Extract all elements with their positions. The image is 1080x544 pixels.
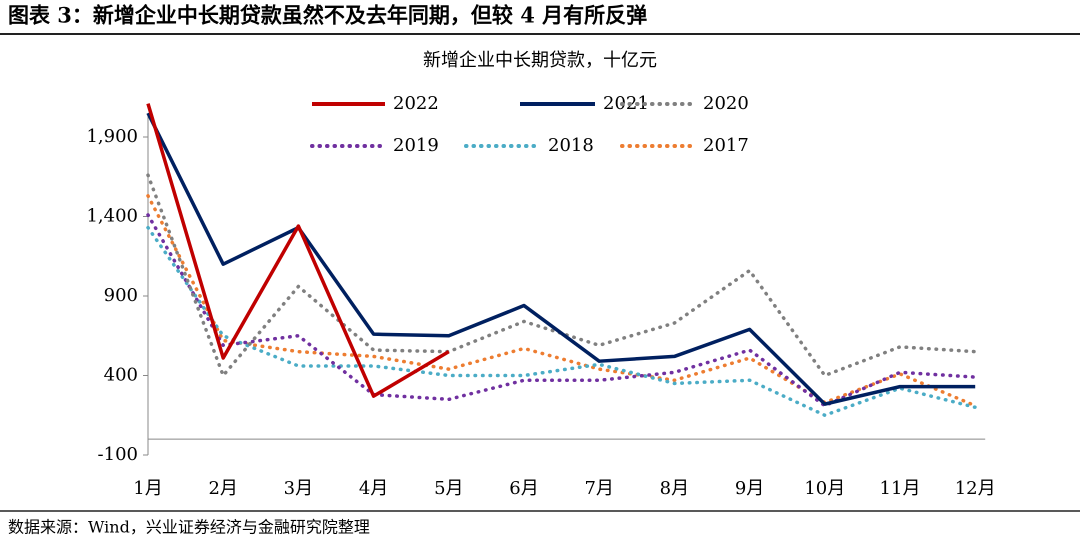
- x-tick-label: 3月: [284, 478, 313, 499]
- x-tick-label: 6月: [509, 478, 538, 499]
- header-title: 图表 3：新增企业中长期贷款虽然不及去年同期，但较 4 月有所反弹: [8, 3, 647, 28]
- series-line: [146, 194, 977, 408]
- y-tick-label: 900: [104, 285, 138, 306]
- x-tick-label: 10月: [804, 478, 845, 499]
- legend-label: 2017: [703, 135, 749, 156]
- x-tick-label: 8月: [660, 478, 689, 499]
- series-line: [146, 213, 977, 408]
- series-line: [146, 103, 450, 398]
- x-tick-label: 11月: [880, 478, 921, 499]
- legend-label: 2018: [548, 135, 594, 156]
- y-tick-label: 1,400: [86, 206, 138, 227]
- y-tick-label: 400: [104, 365, 138, 386]
- x-tick-label: 1月: [133, 478, 162, 499]
- y-tick-label: 1,900: [86, 126, 138, 147]
- legend-label: 2022: [393, 93, 439, 114]
- legend-label: 2021: [603, 93, 649, 114]
- x-tick-label: 4月: [359, 478, 388, 499]
- x-tick-label: 2月: [208, 478, 237, 499]
- series-line: [146, 225, 977, 417]
- legend-label: 2020: [703, 93, 749, 114]
- source: 数据来源：Wind，兴业证券经济与金融研究院整理: [8, 518, 370, 537]
- y-tick-label: -100: [98, 444, 138, 465]
- legend-label: 2019: [393, 135, 439, 156]
- series-line: [146, 112, 976, 406]
- x-tick-label: 5月: [434, 478, 463, 499]
- chart-title: 新增企业中长期贷款，十亿元: [423, 50, 657, 71]
- x-tick-label: 9月: [735, 478, 764, 499]
- x-tick-label: 7月: [584, 478, 613, 499]
- x-tick-label: 12月: [955, 478, 996, 499]
